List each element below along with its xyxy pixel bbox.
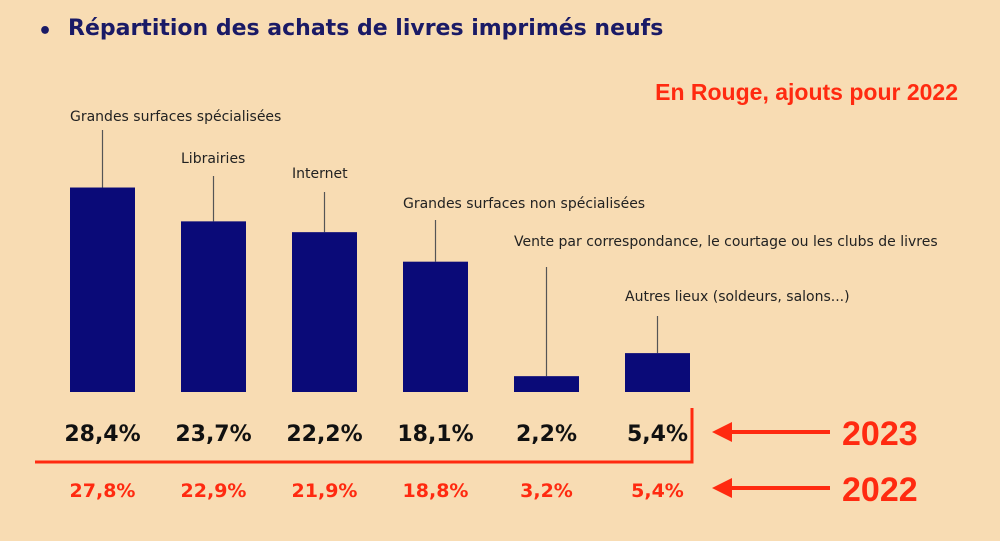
values-2023: 28,4% 23,7% 22,2% 18,1% 2,2% 5,4% bbox=[64, 422, 688, 447]
value-2022-1: 27,8% bbox=[70, 480, 136, 502]
value-2023-1: 28,4% bbox=[64, 422, 140, 447]
bar-3 bbox=[292, 232, 357, 392]
value-2023-6: 5,4% bbox=[627, 422, 688, 447]
category-label-3: Internet bbox=[292, 166, 348, 182]
value-2023-3: 22,2% bbox=[286, 422, 362, 447]
category-label-1: Grandes surfaces spécialisées bbox=[70, 109, 281, 125]
category-label-4: Grandes surfaces non spécialisées bbox=[403, 196, 645, 212]
category-label-6: Autres lieux (soldeurs, salons...) bbox=[625, 289, 850, 305]
category-label-2: Librairies bbox=[181, 151, 245, 167]
arrow-2022-head bbox=[712, 478, 732, 498]
category-label-5: Vente par correspondance, le courtage ou… bbox=[514, 234, 938, 250]
value-2023-2: 23,7% bbox=[175, 422, 251, 447]
year-label-2022: 2022 bbox=[842, 471, 918, 509]
values-2022: 27,8% 22,9% 21,9% 18,8% 3,2% 5,4% bbox=[70, 480, 684, 502]
highlight-bracket bbox=[35, 408, 694, 464]
chart-title: Répartition des achats de livres imprimé… bbox=[68, 16, 663, 41]
leader-lines bbox=[101, 130, 659, 377]
value-2022-4: 18,8% bbox=[403, 480, 469, 502]
category-labels: Grandes surfaces spécialisées Librairies I… bbox=[70, 109, 938, 305]
bars bbox=[70, 187, 690, 392]
title-bullet: • bbox=[38, 19, 52, 44]
bar-5 bbox=[514, 376, 579, 392]
value-2022-3: 21,9% bbox=[292, 480, 358, 502]
year-label-2023: 2023 bbox=[842, 415, 918, 453]
bar-1 bbox=[70, 187, 135, 392]
value-2023-4: 18,1% bbox=[397, 422, 473, 447]
arrow-2023 bbox=[712, 422, 830, 442]
value-2022-2: 22,9% bbox=[181, 480, 247, 502]
bar-6 bbox=[625, 353, 690, 392]
arrow-2022 bbox=[712, 478, 830, 498]
arrow-2023-head bbox=[712, 422, 732, 442]
value-2022-6: 5,4% bbox=[631, 480, 684, 502]
value-2023-5: 2,2% bbox=[516, 422, 577, 447]
bar-2 bbox=[181, 221, 246, 392]
value-2022-5: 3,2% bbox=[520, 480, 573, 502]
bar-4 bbox=[403, 261, 468, 392]
red-annotation-note: En Rouge, ajouts pour 2022 bbox=[655, 79, 958, 105]
